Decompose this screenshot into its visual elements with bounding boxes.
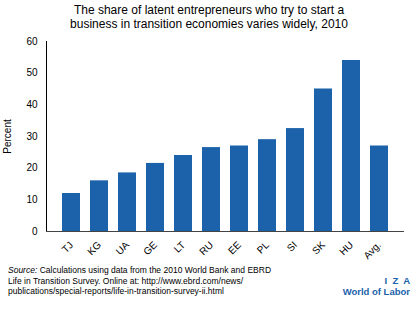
svg-text:60: 60 xyxy=(26,36,38,47)
svg-text:50: 50 xyxy=(26,67,38,78)
html-text:I Z A: I Z A xyxy=(384,274,410,286)
svg-text:GE: GE xyxy=(141,239,159,257)
svg-text:HU: HU xyxy=(337,239,355,257)
svg-text:EE: EE xyxy=(226,239,243,256)
html-text:The share of latent entreprene: The share of latent entrepreneurs who tr… xyxy=(73,3,345,17)
svg-text:UA: UA xyxy=(114,239,132,257)
svg-text:LT: LT xyxy=(172,239,188,255)
svg-text:RU: RU xyxy=(197,239,215,257)
svg-text:Avg.: Avg. xyxy=(361,239,383,261)
svg-text:30: 30 xyxy=(26,131,38,142)
html-text:publications/special-reports/l: publications/special-reports/life-in-tra… xyxy=(8,286,224,296)
svg-text:Percent: Percent xyxy=(2,119,13,154)
html-text:business in transition economi: business in transition economies varies … xyxy=(70,17,348,31)
svg-text:0: 0 xyxy=(32,226,38,237)
html-text:Life in Transition Survey. Onl: Life in Transition Survey. Online at: ht… xyxy=(8,275,244,286)
svg-text:SK: SK xyxy=(310,239,327,256)
svg-text:20: 20 xyxy=(26,162,38,173)
html-text:Source: Calculations using dat: Source: Calculations using data from the… xyxy=(8,265,271,275)
svg-text:SI: SI xyxy=(285,239,299,253)
svg-text:PL: PL xyxy=(255,239,272,256)
svg-text:40: 40 xyxy=(26,99,38,110)
svg-text:KG: KG xyxy=(85,239,103,257)
svg-text:10: 10 xyxy=(26,194,38,205)
svg-text:TJ: TJ xyxy=(60,239,76,255)
html-text:World of Labor: World of Labor xyxy=(342,285,410,297)
